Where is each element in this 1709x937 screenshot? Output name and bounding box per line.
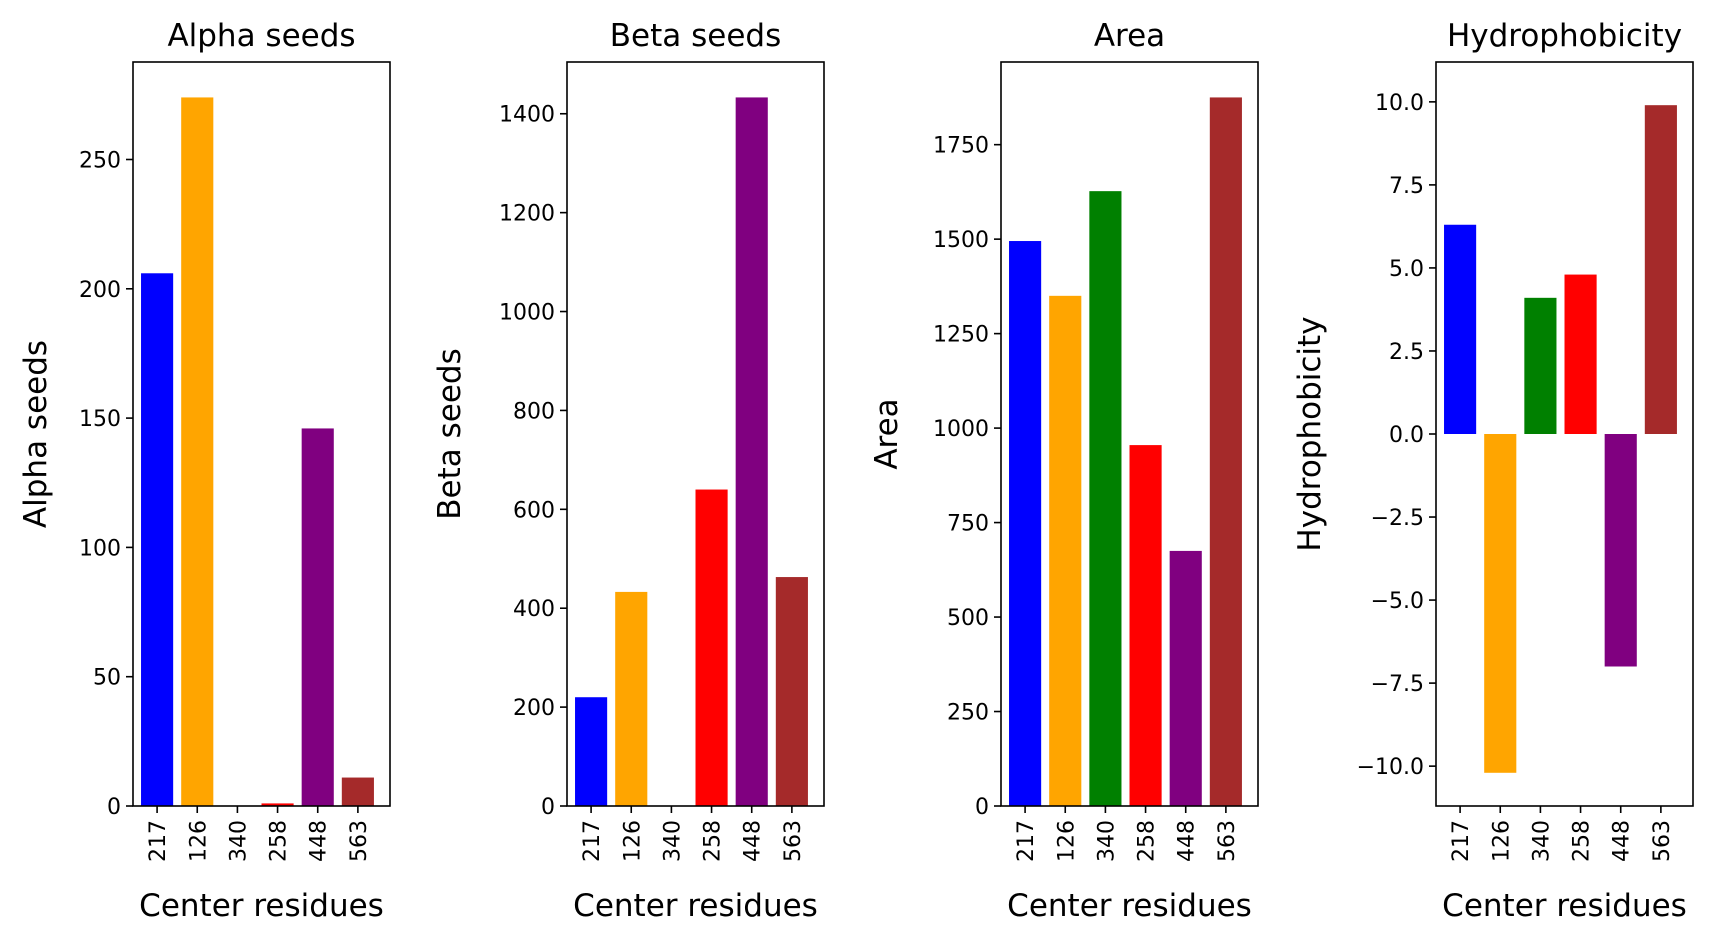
x-tick-label: 126 [1489, 820, 1514, 862]
axes-frame [132, 61, 391, 807]
y-tick-label: 0 [541, 795, 555, 820]
y-tick-label: 750 [947, 512, 989, 537]
bar-448 [1169, 550, 1202, 806]
bar-563 [1644, 105, 1677, 435]
x-tick-label: 563 [1215, 820, 1240, 862]
y-tick-label: 250 [947, 701, 989, 726]
chart-title: Alpha seeds [167, 18, 355, 54]
x-tick-label: 563 [1650, 820, 1675, 862]
y-tick-label: 7.5 [1389, 174, 1424, 199]
y-tick-label: 0 [107, 795, 121, 820]
x-tick-label: 340 [1529, 820, 1554, 862]
y-tick-label: −7.5 [1371, 672, 1424, 697]
bar-448 [735, 97, 768, 807]
y-tick-label: −10.0 [1357, 755, 1424, 780]
bar-340 [1524, 297, 1557, 434]
y-tick-label: 1400 [499, 103, 555, 128]
bar-126 [1049, 295, 1082, 806]
bar-448 [1604, 434, 1637, 667]
y-tick-label: 0 [975, 795, 989, 820]
y-axis-label: Area [869, 398, 905, 469]
bar-258 [1564, 274, 1597, 434]
y-tick-label: 150 [79, 407, 121, 432]
y-tick-label: 500 [947, 606, 989, 631]
bar-126 [615, 591, 648, 806]
x-tick-label: 563 [347, 820, 372, 862]
chart-title: Area [1094, 18, 1165, 54]
x-tick-label: 258 [1135, 820, 1160, 862]
y-tick-label: 100 [79, 536, 121, 561]
x-tick-label: 217 [580, 820, 605, 862]
x-tick-label: 126 [186, 820, 211, 862]
y-tick-label: 1000 [933, 417, 989, 442]
x-tick-label: 217 [1449, 820, 1474, 862]
y-tick-label: 1200 [499, 202, 555, 227]
y-axis-label: Beta seeds [432, 348, 468, 519]
bar-563 [775, 577, 808, 806]
x-axis-label: Center residues [573, 888, 818, 924]
y-tick-label: 800 [513, 399, 555, 424]
y-tick-label: 200 [513, 696, 555, 721]
bar-340 [1089, 191, 1122, 806]
y-tick-label: 10.0 [1375, 91, 1424, 116]
bar-258 [261, 803, 294, 806]
x-tick-label: 340 [660, 820, 685, 862]
y-tick-label: 1250 [933, 323, 989, 348]
bar-217 [1444, 224, 1477, 434]
y-tick-label: −5.0 [1371, 589, 1424, 614]
y-tick-label: 0.0 [1389, 423, 1424, 448]
x-tick-label: 258 [267, 820, 292, 862]
bar-126 [1484, 434, 1517, 773]
axes-frame [566, 61, 825, 807]
x-tick-label: 217 [1014, 820, 1039, 862]
y-tick-label: 1000 [499, 301, 555, 326]
x-tick-label: 448 [741, 820, 766, 862]
bar-258 [1129, 445, 1162, 806]
chart-hydrophobicity: −10.0 −7.5 −5.0 −2.5 0.0 2.5 5.0 7.5 10.0 217 126 3… [1292, 18, 1694, 924]
x-tick-label: 126 [620, 820, 645, 862]
chart-alpha-seeds: 0 50 100 150 200 250 217 126 340 258 448 563 Alpha s… [18, 18, 391, 924]
x-tick-label: 340 [1094, 820, 1119, 862]
y-tick-label: 600 [513, 498, 555, 523]
x-tick-label: 448 [307, 820, 332, 862]
bar-217 [141, 273, 174, 806]
bar-563 [1209, 97, 1242, 807]
y-tick-label: 250 [79, 148, 121, 173]
x-tick-label: 340 [226, 820, 251, 862]
bar-563 [341, 777, 374, 806]
y-tick-label: 200 [79, 278, 121, 303]
y-tick-label: 1500 [933, 228, 989, 253]
axes-frame [1000, 61, 1259, 807]
bar-126 [181, 97, 214, 807]
y-tick-label: 2.5 [1389, 340, 1424, 365]
x-tick-label: 217 [146, 820, 171, 862]
y-tick-label: 1750 [933, 134, 989, 159]
bar-217 [575, 697, 608, 806]
chart-beta-seeds: 0 200 400 600 800 1000 1200 1400 217 126 340 258 448… [432, 18, 825, 924]
bar-448 [301, 428, 334, 806]
x-axis-label: Center residues [139, 888, 384, 924]
y-tick-label: 400 [513, 597, 555, 622]
x-tick-label: 258 [1570, 820, 1595, 862]
y-tick-label: −2.5 [1371, 506, 1424, 531]
x-tick-label: 563 [781, 820, 806, 862]
y-axis-label: Hydrophobicity [1292, 316, 1328, 551]
x-axis-label: Center residues [1442, 888, 1687, 924]
x-tick-label: 126 [1054, 820, 1079, 862]
x-tick-label: 258 [701, 820, 726, 862]
chart-title: Hydrophobicity [1447, 18, 1682, 54]
y-tick-label: 50 [93, 666, 121, 691]
bar-258 [695, 489, 728, 806]
y-axis-label: Alpha seeds [18, 340, 54, 528]
y-tick-label: 5.0 [1389, 257, 1424, 282]
chart-area: 0 250 500 750 1000 1250 1500 1750 217 126 340 258 44… [869, 18, 1259, 924]
x-axis-label: Center residues [1007, 888, 1252, 924]
x-tick-label: 448 [1610, 820, 1635, 862]
bar-217 [1009, 241, 1042, 806]
x-tick-label: 448 [1175, 820, 1200, 862]
chart-title: Beta seeds [610, 18, 781, 54]
